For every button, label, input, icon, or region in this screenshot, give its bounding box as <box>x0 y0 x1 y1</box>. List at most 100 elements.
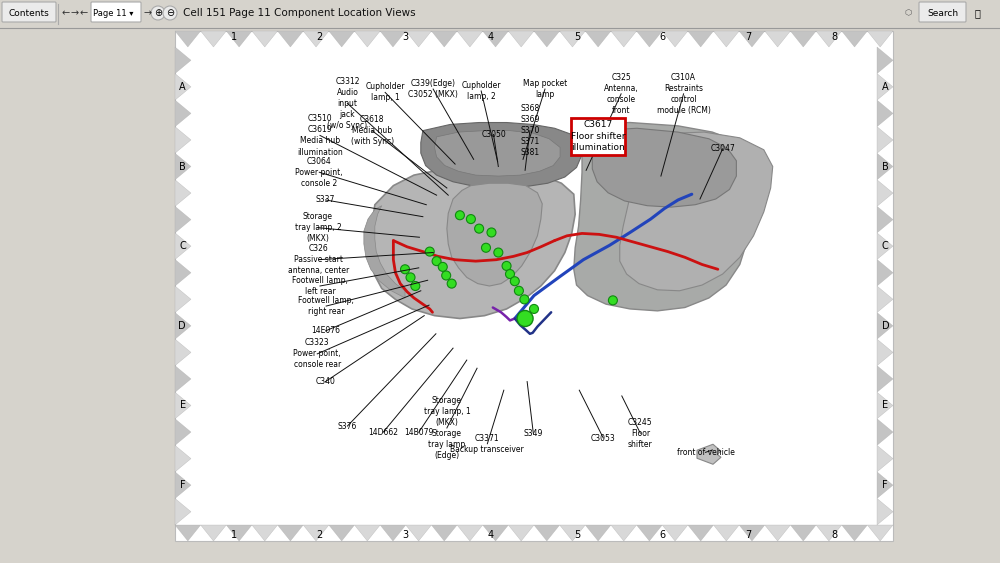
Text: S349: S349 <box>524 428 543 437</box>
Polygon shape <box>201 525 226 541</box>
Polygon shape <box>364 205 405 298</box>
Text: C325
Antenna,
console
front: C325 Antenna, console front <box>604 73 638 115</box>
Polygon shape <box>371 167 575 319</box>
Polygon shape <box>252 31 278 47</box>
Text: C310A
Restraints
control
module (RCM): C310A Restraints control module (RCM) <box>657 73 710 115</box>
Text: E: E <box>882 400 888 410</box>
Polygon shape <box>329 31 355 47</box>
Bar <box>0 0 1000 28</box>
Polygon shape <box>867 525 893 541</box>
Polygon shape <box>877 445 893 472</box>
Text: 14B079: 14B079 <box>404 428 433 437</box>
Polygon shape <box>380 31 406 47</box>
Polygon shape <box>611 525 637 541</box>
Text: 3: 3 <box>402 530 408 540</box>
Polygon shape <box>483 525 508 541</box>
Circle shape <box>514 286 523 295</box>
Polygon shape <box>877 127 893 153</box>
Polygon shape <box>175 206 191 233</box>
Text: C: C <box>882 241 889 251</box>
Text: A: A <box>882 82 889 92</box>
Polygon shape <box>175 445 191 472</box>
Polygon shape <box>877 74 893 100</box>
Text: C340: C340 <box>316 377 335 386</box>
Polygon shape <box>877 365 893 392</box>
Polygon shape <box>354 525 380 541</box>
Text: Cupholder
lamp, 2: Cupholder lamp, 2 <box>461 81 501 101</box>
Text: Storage
tray lamp, 2
(MKX): Storage tray lamp, 2 (MKX) <box>295 212 341 243</box>
Polygon shape <box>175 127 191 153</box>
Polygon shape <box>620 132 773 291</box>
Circle shape <box>475 224 484 233</box>
Polygon shape <box>877 47 893 74</box>
FancyBboxPatch shape <box>91 2 141 22</box>
Polygon shape <box>877 206 893 233</box>
Text: front of vehicle: front of vehicle <box>677 448 734 457</box>
Text: D: D <box>882 321 890 331</box>
Polygon shape <box>877 100 893 127</box>
Text: 1: 1 <box>231 530 237 540</box>
Polygon shape <box>877 286 893 312</box>
Polygon shape <box>877 312 893 339</box>
Polygon shape <box>508 525 534 541</box>
Polygon shape <box>175 472 191 498</box>
Polygon shape <box>406 31 431 47</box>
Polygon shape <box>662 31 688 47</box>
Polygon shape <box>175 419 191 445</box>
Text: 7: 7 <box>745 32 752 42</box>
Polygon shape <box>560 31 585 47</box>
Circle shape <box>401 265 410 274</box>
Circle shape <box>481 243 490 252</box>
Text: C339(Edge)
C3052 (MKX): C339(Edge) C3052 (MKX) <box>408 79 458 99</box>
Polygon shape <box>877 392 893 419</box>
Polygon shape <box>560 525 585 541</box>
Text: Contents: Contents <box>9 8 49 17</box>
Polygon shape <box>697 444 721 464</box>
Text: C3245
Floor
shifter: C3245 Floor shifter <box>628 418 653 449</box>
Text: C326
Passive start
antenna, center: C326 Passive start antenna, center <box>288 244 349 275</box>
Circle shape <box>432 257 441 266</box>
Polygon shape <box>303 525 329 541</box>
Polygon shape <box>585 31 611 47</box>
Polygon shape <box>201 31 226 47</box>
Polygon shape <box>175 339 191 365</box>
Polygon shape <box>406 525 431 541</box>
Text: Footwell lamp,
right rear: Footwell lamp, right rear <box>298 296 354 316</box>
Circle shape <box>447 279 456 288</box>
Text: 8: 8 <box>831 32 837 42</box>
Text: F: F <box>180 480 186 490</box>
Text: 4: 4 <box>488 32 494 42</box>
Polygon shape <box>380 525 406 541</box>
Polygon shape <box>175 392 191 419</box>
Polygon shape <box>278 525 303 541</box>
Circle shape <box>455 211 464 220</box>
Text: S376: S376 <box>338 422 357 431</box>
Polygon shape <box>252 525 278 541</box>
Polygon shape <box>431 525 457 541</box>
Text: C3050: C3050 <box>481 130 506 139</box>
Polygon shape <box>175 525 201 541</box>
Polygon shape <box>790 525 816 541</box>
Text: →: → <box>144 8 152 18</box>
Polygon shape <box>175 233 191 260</box>
Polygon shape <box>816 525 842 541</box>
Text: C3047: C3047 <box>710 144 735 153</box>
Polygon shape <box>790 31 816 47</box>
Text: ←: ← <box>62 8 70 18</box>
Text: D: D <box>178 321 186 331</box>
Text: 6: 6 <box>660 530 666 540</box>
Text: 14D662: 14D662 <box>368 428 398 437</box>
Bar <box>175 31 893 541</box>
Polygon shape <box>175 74 191 100</box>
Text: Storage
tray lamp, 1
(MKX)
Storage
tray lamp
(Edge): Storage tray lamp, 1 (MKX) Storage tray … <box>424 396 470 460</box>
Polygon shape <box>329 525 355 541</box>
Polygon shape <box>877 233 893 260</box>
Circle shape <box>505 270 514 279</box>
Polygon shape <box>816 31 842 47</box>
Polygon shape <box>175 153 191 180</box>
Text: 2: 2 <box>316 32 323 42</box>
Circle shape <box>163 6 177 20</box>
Text: Cell 151 Page 11 Component Location Views: Cell 151 Page 11 Component Location View… <box>183 8 416 18</box>
Polygon shape <box>877 180 893 206</box>
Text: 1: 1 <box>231 32 237 42</box>
